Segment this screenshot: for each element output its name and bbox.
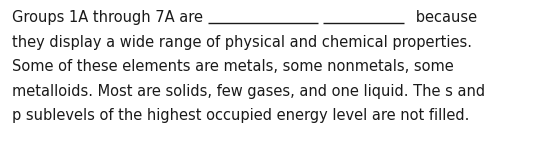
Text: metalloids. Most are solids, few gases, and one liquid. The s and: metalloids. Most are solids, few gases, … (12, 84, 485, 99)
Text: they display a wide range of physical and chemical properties.: they display a wide range of physical an… (12, 34, 472, 49)
Text: p sublevels of the highest occupied energy level are not filled.: p sublevels of the highest occupied ener… (12, 108, 469, 123)
Text: Some of these elements are metals, some nonmetals, some: Some of these elements are metals, some … (12, 59, 454, 74)
Text: Groups 1A through 7A are                                              because: Groups 1A through 7A are because (12, 10, 477, 25)
